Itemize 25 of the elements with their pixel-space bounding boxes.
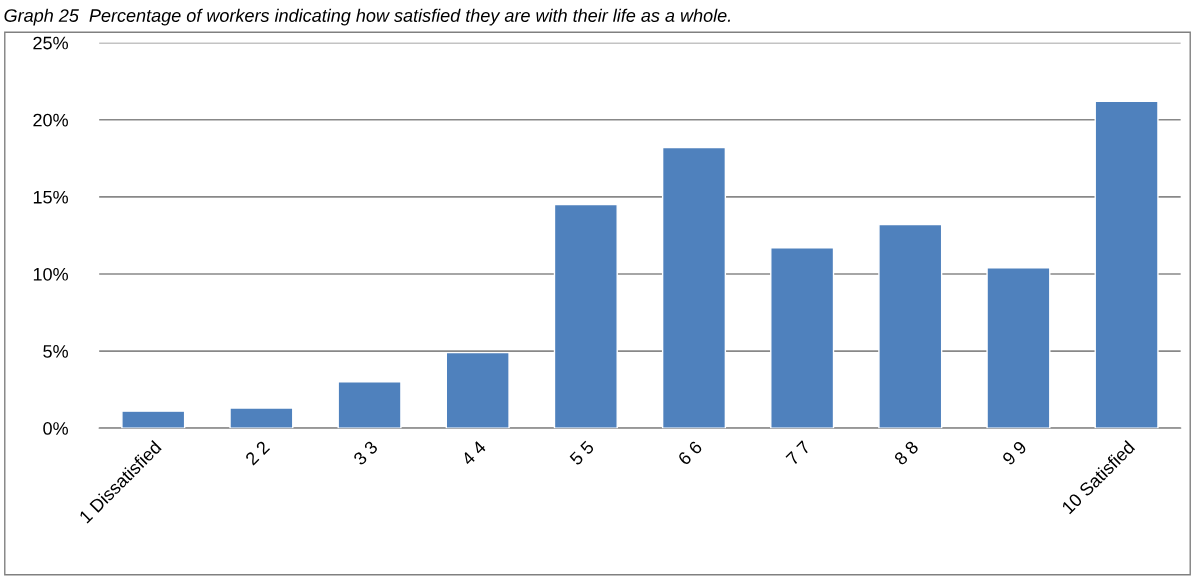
bar [553,203,618,429]
x-tick-label: 5 5 [569,440,595,466]
x-tick-label: 2 2 [244,440,271,466]
y-tick-label: 25% [33,36,68,50]
x-tick-label: 3 3 [352,440,379,466]
chart-title: Graph 25 Percentage of workers indicating how satisfied they are with their life as a whole. [4,8,730,26]
y-tick-label: 0% [43,422,68,435]
bar [1094,100,1159,429]
x-tick-label: 9 9 [1001,440,1028,466]
x-tick-label: 8 8 [893,440,920,466]
y-tick-label: 20% [33,113,68,127]
y-tick-label: 15% [33,190,68,204]
bar [229,407,294,429]
y-tick-label: 5% [43,345,68,358]
bar [986,267,1051,429]
bar [770,247,835,429]
x-tick-label: 4 4 [460,440,487,466]
bar [337,381,402,429]
bar [878,223,943,429]
bar [661,146,727,429]
bar [121,410,186,429]
y-tick-label: 10% [33,267,68,281]
bar [445,351,510,429]
x-tick-label: 6 6 [677,440,703,466]
x-tick-label: 7 7 [785,440,811,466]
